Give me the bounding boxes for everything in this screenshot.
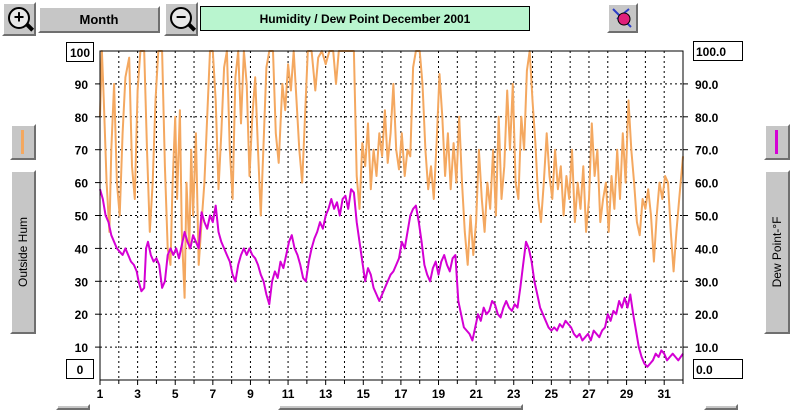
zoom-in-icon: +: [8, 7, 30, 29]
left-tick-label: 70: [75, 144, 89, 158]
left-axis-label-button[interactable]: Outside Hum: [10, 170, 36, 334]
zoom-out-icon: −: [170, 7, 192, 29]
right-tick-label: 70.0: [695, 144, 719, 158]
x-tick-label: 11: [282, 387, 295, 401]
left-series-color-button[interactable]: [10, 124, 36, 160]
right-tick-label: 50.0: [695, 210, 719, 224]
left-tick-label: 10: [75, 341, 89, 355]
zoom-in-button[interactable]: +: [2, 2, 36, 36]
period-button[interactable]: Month: [38, 6, 160, 33]
left-tick-label: 50: [75, 210, 89, 224]
right-axis-max-box[interactable]: 100.0: [693, 41, 743, 61]
left-tick-label: 20: [75, 308, 89, 322]
right-tick-label: 80.0: [695, 111, 719, 125]
right-series-color-swatch: [775, 130, 778, 154]
x-tick-label: 15: [357, 387, 371, 401]
outside-hum-line: [99, 50, 684, 299]
left-tick-label: 90: [75, 78, 89, 92]
right-tick-label: 60.0: [695, 177, 719, 191]
right-tick-label: 90.0: [695, 78, 719, 92]
x-tick-label: 27: [582, 387, 596, 401]
x-tick-label: 19: [432, 387, 446, 401]
right-series-color-button[interactable]: [764, 124, 790, 160]
left-series-color-swatch: [21, 130, 24, 154]
x-tick-label: 5: [172, 387, 179, 401]
zoom-out-button[interactable]: −: [164, 2, 198, 36]
chart-title: Humidity / Dew Point December 2001: [200, 6, 530, 31]
dew-point-line: [99, 188, 684, 368]
x-tick-label: 13: [319, 387, 333, 401]
x-tick-label: 31: [658, 387, 672, 401]
x-tick-label: 25: [545, 387, 559, 401]
left-axis-max-box[interactable]: 100: [66, 42, 94, 62]
x-tick-label: 21: [469, 387, 483, 401]
x-tick-label: 29: [620, 387, 634, 401]
scroll-left-button[interactable]: [56, 404, 90, 410]
x-tick-label: 9: [247, 387, 254, 401]
left-tick-label: 80: [75, 111, 89, 125]
paint-tool-button[interactable]: [607, 3, 638, 33]
x-tick-label: 3: [134, 387, 141, 401]
left-tick-label: 30: [75, 275, 89, 289]
left-tick-label: 40: [75, 242, 89, 256]
x-tick-label: 7: [209, 387, 216, 401]
right-tick-label: 20.0: [695, 308, 719, 322]
left-tick-label: 60: [75, 177, 89, 191]
left-axis-min-box[interactable]: 0: [66, 359, 94, 379]
right-tick-label: 40.0: [695, 242, 719, 256]
scroll-bar[interactable]: [278, 404, 523, 410]
right-tick-label: 10.0: [695, 341, 719, 355]
scroll-right-button[interactable]: [704, 404, 738, 410]
x-tick-label: 17: [394, 387, 408, 401]
right-axis-min-box[interactable]: 0.0: [693, 359, 743, 379]
right-axis-label-button[interactable]: Dew Point-°F: [764, 170, 790, 334]
paint-tool-icon: [612, 8, 632, 28]
x-tick-label: 23: [507, 387, 521, 401]
x-tick-label: 1: [97, 387, 104, 401]
right-tick-label: 30.0: [695, 275, 719, 289]
